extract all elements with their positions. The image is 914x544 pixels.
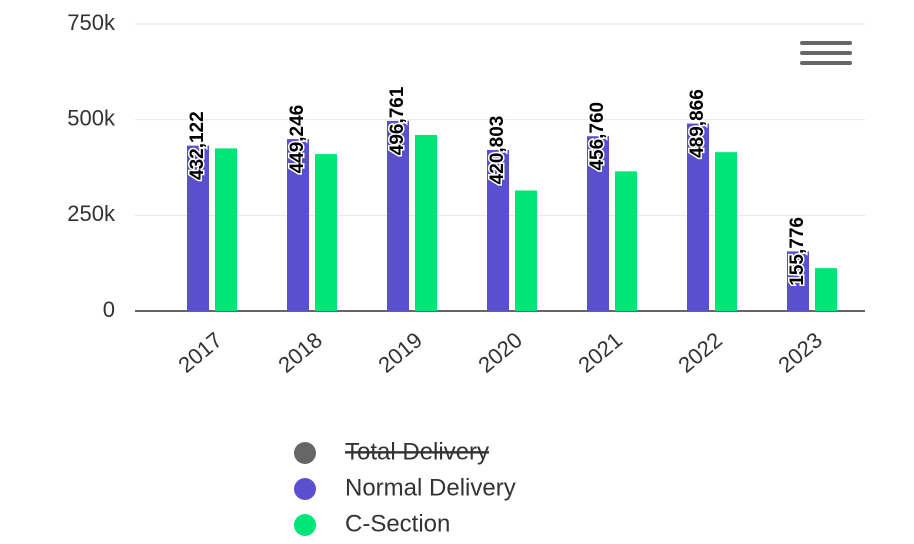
menu-bar[interactable] [800, 41, 852, 45]
x-tick-label: 2018 [273, 327, 327, 378]
data-label: 456,760 [587, 102, 608, 171]
x-tick-label: 2017 [173, 327, 227, 378]
bar [615, 171, 637, 311]
menu-bar[interactable] [800, 61, 852, 65]
bar [587, 136, 609, 311]
legend-marker[interactable] [294, 478, 316, 500]
y-tick-label: 0 [103, 297, 115, 322]
x-tick-label: 2021 [573, 327, 627, 378]
data-label: 155,776 [787, 217, 808, 286]
bar [515, 190, 537, 311]
bar [715, 152, 737, 311]
x-tick-label: 2022 [673, 327, 727, 378]
bar [815, 268, 837, 311]
y-tick-label: 750k [67, 10, 116, 35]
menu-icon[interactable] [800, 41, 852, 65]
data-label: 432,122 [187, 111, 208, 180]
y-tick-label: 250k [67, 201, 116, 226]
bar [315, 154, 337, 311]
bar [287, 139, 309, 311]
data-label: 496,761 [387, 86, 408, 155]
y-tick-label: 500k [67, 105, 116, 130]
x-tick-label: 2023 [773, 327, 827, 378]
x-tick-label: 2020 [473, 327, 527, 378]
bar [487, 149, 509, 311]
menu-bar[interactable] [800, 51, 852, 55]
legend-marker[interactable] [294, 514, 316, 536]
data-label: 449,246 [287, 105, 308, 174]
legend-label[interactable]: Normal Delivery [345, 474, 516, 501]
data-label: 489,866 [687, 89, 708, 158]
legend-marker[interactable] [294, 442, 316, 464]
legend-label[interactable]: C-Section [345, 510, 450, 537]
bar [687, 123, 709, 311]
bar [387, 120, 409, 311]
bar [787, 251, 809, 311]
bar [187, 145, 209, 311]
x-tick-label: 2019 [373, 327, 427, 378]
data-label: 420,803 [487, 116, 508, 185]
bar [415, 134, 437, 311]
bar [215, 148, 237, 311]
legend-label[interactable]: Total Delivery [345, 438, 489, 465]
